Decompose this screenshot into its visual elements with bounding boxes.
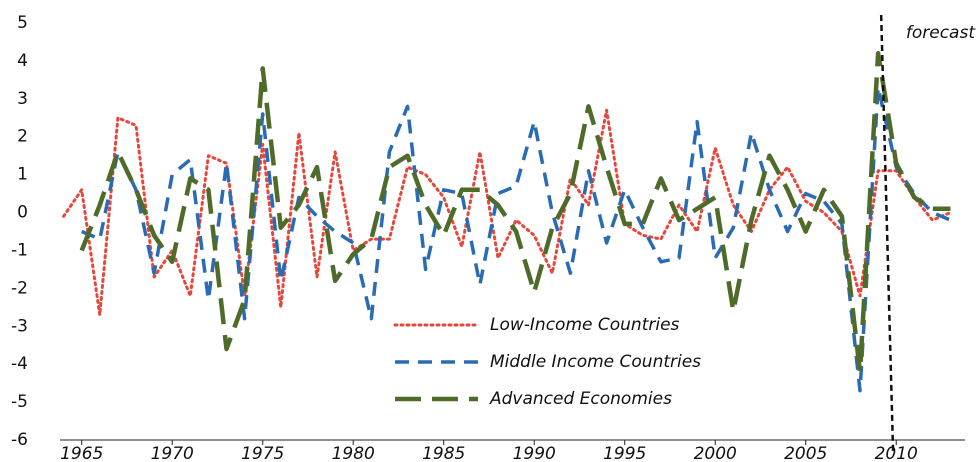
series-line bbox=[62, 108, 952, 317]
forecast-label: forecast bbox=[906, 23, 976, 43]
series-line bbox=[81, 85, 952, 393]
y-tick-label: 4 bbox=[17, 51, 28, 71]
y-tick-label: -6 bbox=[11, 430, 28, 450]
x-tick-label: 2010 bbox=[875, 444, 918, 462]
y-tick-label: -3 bbox=[11, 316, 28, 336]
x-tick-label: 1965 bbox=[60, 444, 103, 462]
y-tick-label: -4 bbox=[11, 354, 28, 374]
y-tick-label: 0 bbox=[17, 203, 28, 223]
legend-label: Middle Income Countries bbox=[490, 352, 701, 372]
x-tick-label: 1995 bbox=[603, 444, 646, 462]
y-tick-label: 2 bbox=[17, 127, 28, 147]
forecast-line bbox=[879, 14, 895, 456]
series-line bbox=[79, 51, 951, 375]
y-tick-label: -1 bbox=[11, 240, 28, 260]
y-tick-label: -5 bbox=[11, 392, 28, 412]
x-tick-label: 1990 bbox=[513, 444, 556, 462]
legend-label: Advanced Economies bbox=[489, 389, 672, 409]
y-tick-label: 5 bbox=[17, 13, 28, 33]
x-tick-label: 1975 bbox=[241, 444, 284, 462]
legend-label: Low-Income Countries bbox=[490, 315, 680, 335]
x-tick-label: 2005 bbox=[784, 444, 827, 462]
y-tick-label: 3 bbox=[17, 89, 28, 109]
x-tick-label: 1985 bbox=[422, 444, 465, 462]
x-tick-label: 1980 bbox=[332, 444, 375, 462]
y-tick-label: -2 bbox=[11, 278, 28, 298]
x-tick-label: 2000 bbox=[694, 444, 737, 462]
x-tick-label: 1970 bbox=[151, 444, 194, 462]
y-tick-label: 1 bbox=[17, 165, 28, 185]
